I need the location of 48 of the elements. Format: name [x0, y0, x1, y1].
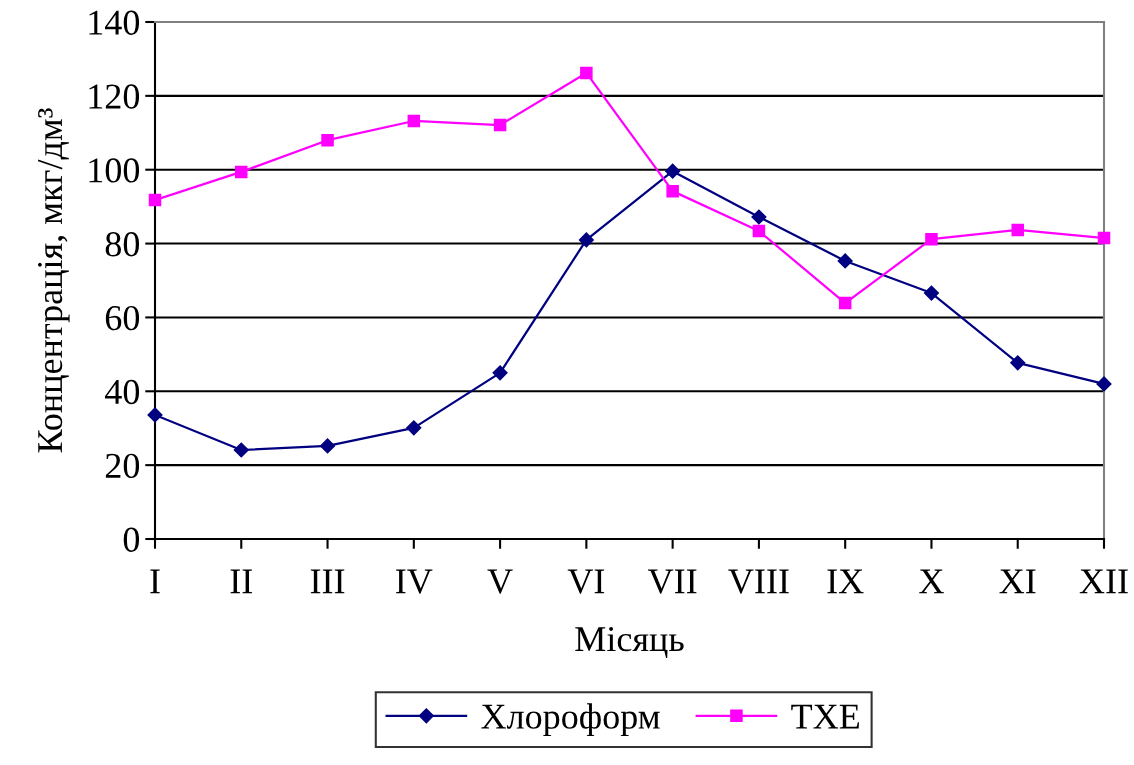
y-tick-label: 80	[105, 232, 140, 257]
x-tick-label: XII	[1079, 569, 1128, 594]
y-tick-label: 60	[105, 305, 140, 331]
point	[319, 438, 336, 454]
point	[406, 420, 422, 436]
y-tick-label: 20	[105, 453, 140, 479]
x-tick-label: II	[230, 569, 253, 594]
point	[578, 232, 594, 248]
x-tick-label: IX	[827, 569, 864, 594]
point	[666, 184, 679, 198]
y-tick-label: 40	[105, 379, 140, 405]
y-tick-label: 140	[89, 10, 140, 35]
x-tick-label: X	[919, 569, 944, 594]
y-tick-label: 0	[123, 527, 140, 552]
y-tick-label: 120	[89, 84, 140, 109]
point	[1011, 223, 1024, 237]
point	[925, 232, 938, 246]
point	[493, 118, 507, 132]
legend-label: ТХЕ	[791, 704, 859, 729]
point	[838, 296, 852, 310]
point	[407, 114, 421, 128]
y-axis-title: Концентрація, мкг/дм³	[37, 108, 70, 453]
point	[235, 165, 248, 179]
point	[1010, 355, 1026, 371]
x-axis-title: Місяць	[575, 627, 684, 658]
point	[837, 253, 853, 269]
x-tick-label: V	[487, 569, 513, 594]
point	[492, 365, 508, 381]
point	[923, 285, 940, 301]
point	[665, 163, 681, 179]
point	[580, 66, 593, 80]
point	[751, 209, 767, 225]
point	[147, 407, 163, 423]
x-tick-label: VIII	[728, 569, 789, 594]
point	[233, 442, 249, 458]
x-tick-label: IV	[396, 569, 433, 594]
x-tick-label: III	[310, 569, 345, 594]
x-tick-label: VI	[567, 569, 605, 594]
x-tick-label: VII	[647, 569, 697, 594]
y-tick-label: 100	[89, 158, 140, 183]
point	[148, 193, 162, 207]
x-tick-label: I	[150, 569, 160, 594]
point	[1097, 231, 1111, 245]
point	[321, 133, 334, 147]
x-tick-label: XI	[999, 569, 1036, 594]
point	[1096, 376, 1112, 392]
point	[752, 224, 766, 238]
legend-label: Хлороформ	[481, 703, 660, 737]
